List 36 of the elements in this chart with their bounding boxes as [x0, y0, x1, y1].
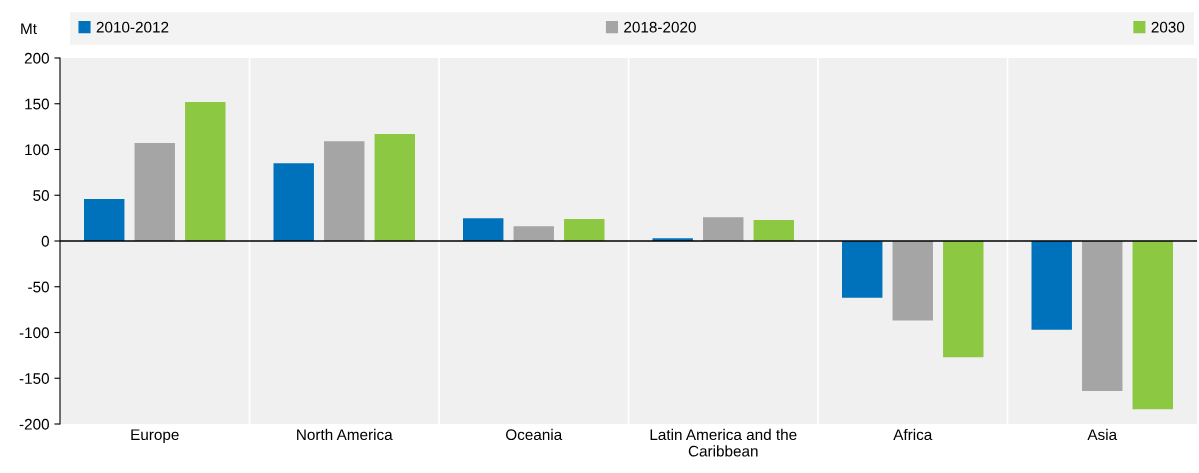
- legend-label: 2030: [1151, 21, 1185, 33]
- x-tick-label: Africa: [893, 428, 933, 441]
- bar: [943, 241, 984, 358]
- bar: [892, 241, 933, 321]
- bar: [324, 141, 365, 241]
- x-tick-label: North America: [297, 428, 393, 441]
- bar: [513, 226, 554, 241]
- bar: [463, 218, 504, 241]
- legend-label: 2010-2012: [96, 21, 169, 33]
- bar: [564, 219, 605, 241]
- bar: [134, 143, 175, 241]
- x-tick-label: Asia: [1087, 428, 1118, 441]
- y-tick-label: 150: [25, 98, 49, 110]
- bar: [753, 219, 794, 241]
- y-tick-label: 0: [41, 235, 49, 247]
- y-tick-label: -100: [19, 327, 49, 339]
- bar: [273, 163, 314, 241]
- x-tick-label: Latin America and the Caribbean: [650, 428, 797, 457]
- x-tick-label: Europe: [131, 429, 179, 444]
- y-axis-title: Mt: [21, 23, 37, 35]
- bar: [1132, 241, 1173, 410]
- bar: [1082, 241, 1123, 392]
- bar: [703, 217, 744, 241]
- y-tick-label: -150: [19, 373, 49, 384]
- y-tick-label: -50: [28, 281, 49, 293]
- y-tick-label: -200: [19, 418, 49, 430]
- y-tick-label: 200: [24, 52, 49, 64]
- bar: [374, 133, 415, 241]
- bar: [185, 101, 226, 241]
- legend-label: 2018-2020: [624, 21, 696, 33]
- y-tick-label: 100: [25, 144, 49, 156]
- bar: [1031, 241, 1072, 330]
- bar: [842, 241, 883, 298]
- x-tick-label: Oceania: [506, 428, 563, 441]
- bar: [84, 198, 125, 241]
- y-tick-label: 50: [33, 190, 49, 201]
